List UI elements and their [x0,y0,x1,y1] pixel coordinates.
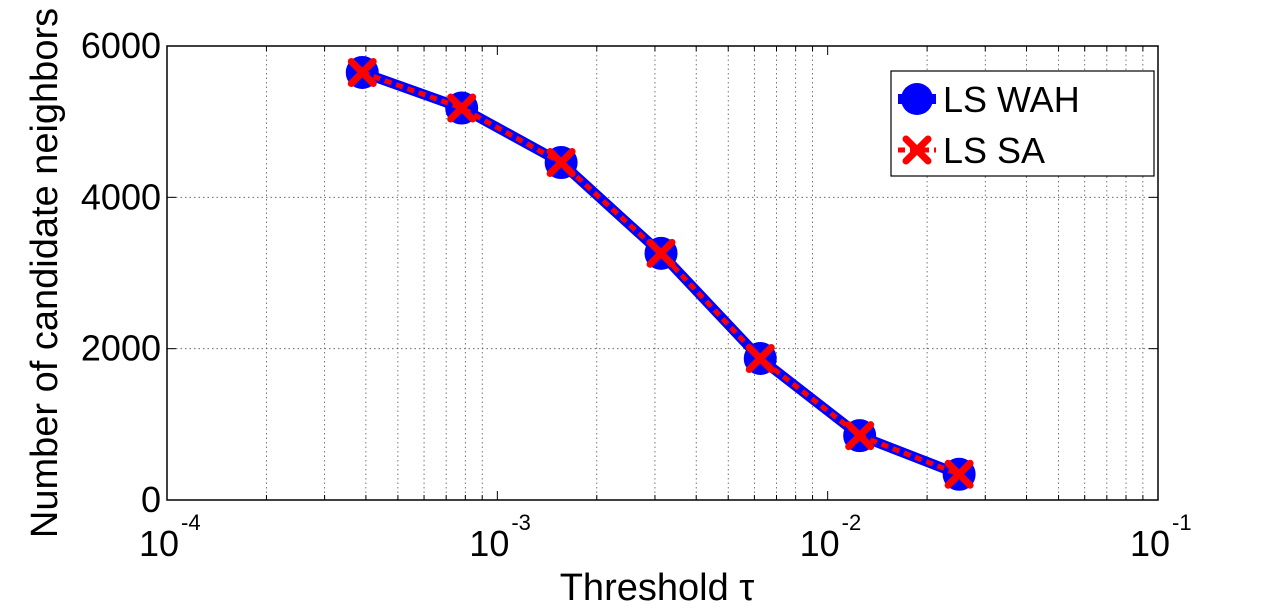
ls-sa-point [347,57,377,87]
legend-marker-ls-wah [901,83,933,115]
x-marker-stroke [944,459,974,489]
x-tick-label: 10 [800,523,840,564]
legend-entries: LS WAH LS SA [898,79,1080,171]
legend-label-ls-wah: LS WAH [943,79,1080,120]
ls-sa-point [944,459,974,489]
series-line-ls-wah [360,67,961,479]
x-marker-stroke [902,135,932,165]
grid-layer [167,46,1158,500]
x-tick-label-exponent: -3 [511,510,531,535]
legend: LS WAH LS SA [890,70,1155,177]
ls-sa-point [845,421,875,451]
legend-box [890,70,1155,177]
y-tick-label: 6000 [81,25,161,66]
plot-area-frame [166,45,1159,501]
x-tick-label: 10 [139,523,179,564]
legend-label-ls-sa: LS SA [943,130,1045,171]
y-tick-label: 2000 [81,328,161,369]
y-axis-label: Number of candidate neighbors [24,8,66,538]
x-marker-stroke [845,421,875,451]
x-axis-label: Threshold τ [560,567,755,609]
ls-sa-point [447,93,477,123]
ls-sa-point [646,238,676,268]
legend-marker-ls-sa [902,135,932,165]
y-tick-label: 4000 [81,176,161,217]
x-tick-label-exponent: -2 [842,510,862,535]
x-marker-stroke [745,344,775,374]
x-marker-stroke [347,57,377,87]
series-line-ls-sa [361,70,961,477]
x-marker-stroke [546,148,576,178]
ls-sa-point [546,148,576,178]
x-tick-label-exponent: -1 [1172,510,1192,535]
y-tick-label: 0 [141,479,161,520]
x-marker-stroke [447,93,477,123]
x-tick-label: 10 [1130,523,1170,564]
x-tick-label: 10 [469,523,509,564]
x-marker-stroke [646,238,676,268]
ls-sa-point [745,344,775,374]
series-layer [345,55,976,491]
x-tick-label-exponent: -4 [181,510,201,535]
